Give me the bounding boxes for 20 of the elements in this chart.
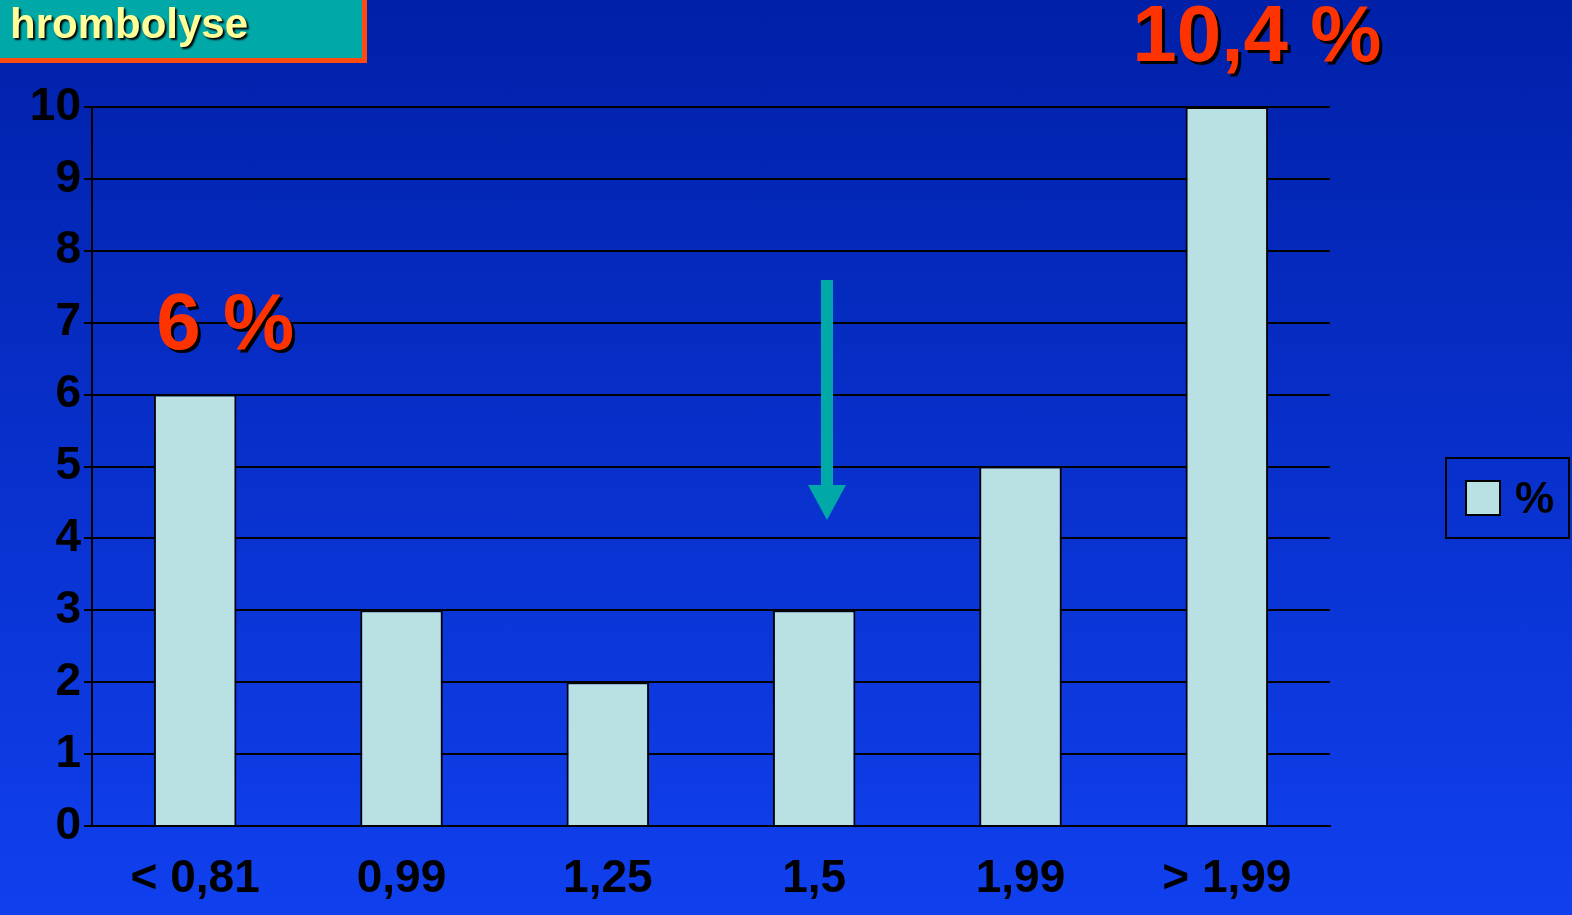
y-tick-label: 9	[55, 149, 81, 202]
x-tick-label: 1,25	[563, 850, 653, 903]
x-tick-label: > 1,99	[1162, 850, 1292, 903]
y-tick-label: 8	[55, 221, 81, 274]
y-tick-label: 1	[55, 724, 81, 777]
annotation: 10,4 %	[1135, 0, 1385, 82]
y-tick-label: 10	[29, 77, 81, 130]
y-tick-label: 7	[55, 293, 81, 346]
x-tick-label: < 0,81	[130, 850, 260, 903]
x-tick-label: 1,5	[782, 850, 847, 903]
text: %	[1515, 473, 1555, 523]
y-tick-label: 4	[55, 509, 82, 562]
x-tick-label: 1,99	[975, 850, 1066, 903]
y-tick-label: 2	[55, 652, 81, 705]
chart-title: hrombolyse	[0, 0, 367, 63]
y-tick-label: 6	[55, 365, 81, 418]
y-tick-label: 5	[55, 437, 81, 490]
y-tick-label: 0	[55, 796, 81, 849]
x-tick-label: 0,99	[356, 850, 447, 903]
y-tick-label: 3	[55, 580, 81, 633]
